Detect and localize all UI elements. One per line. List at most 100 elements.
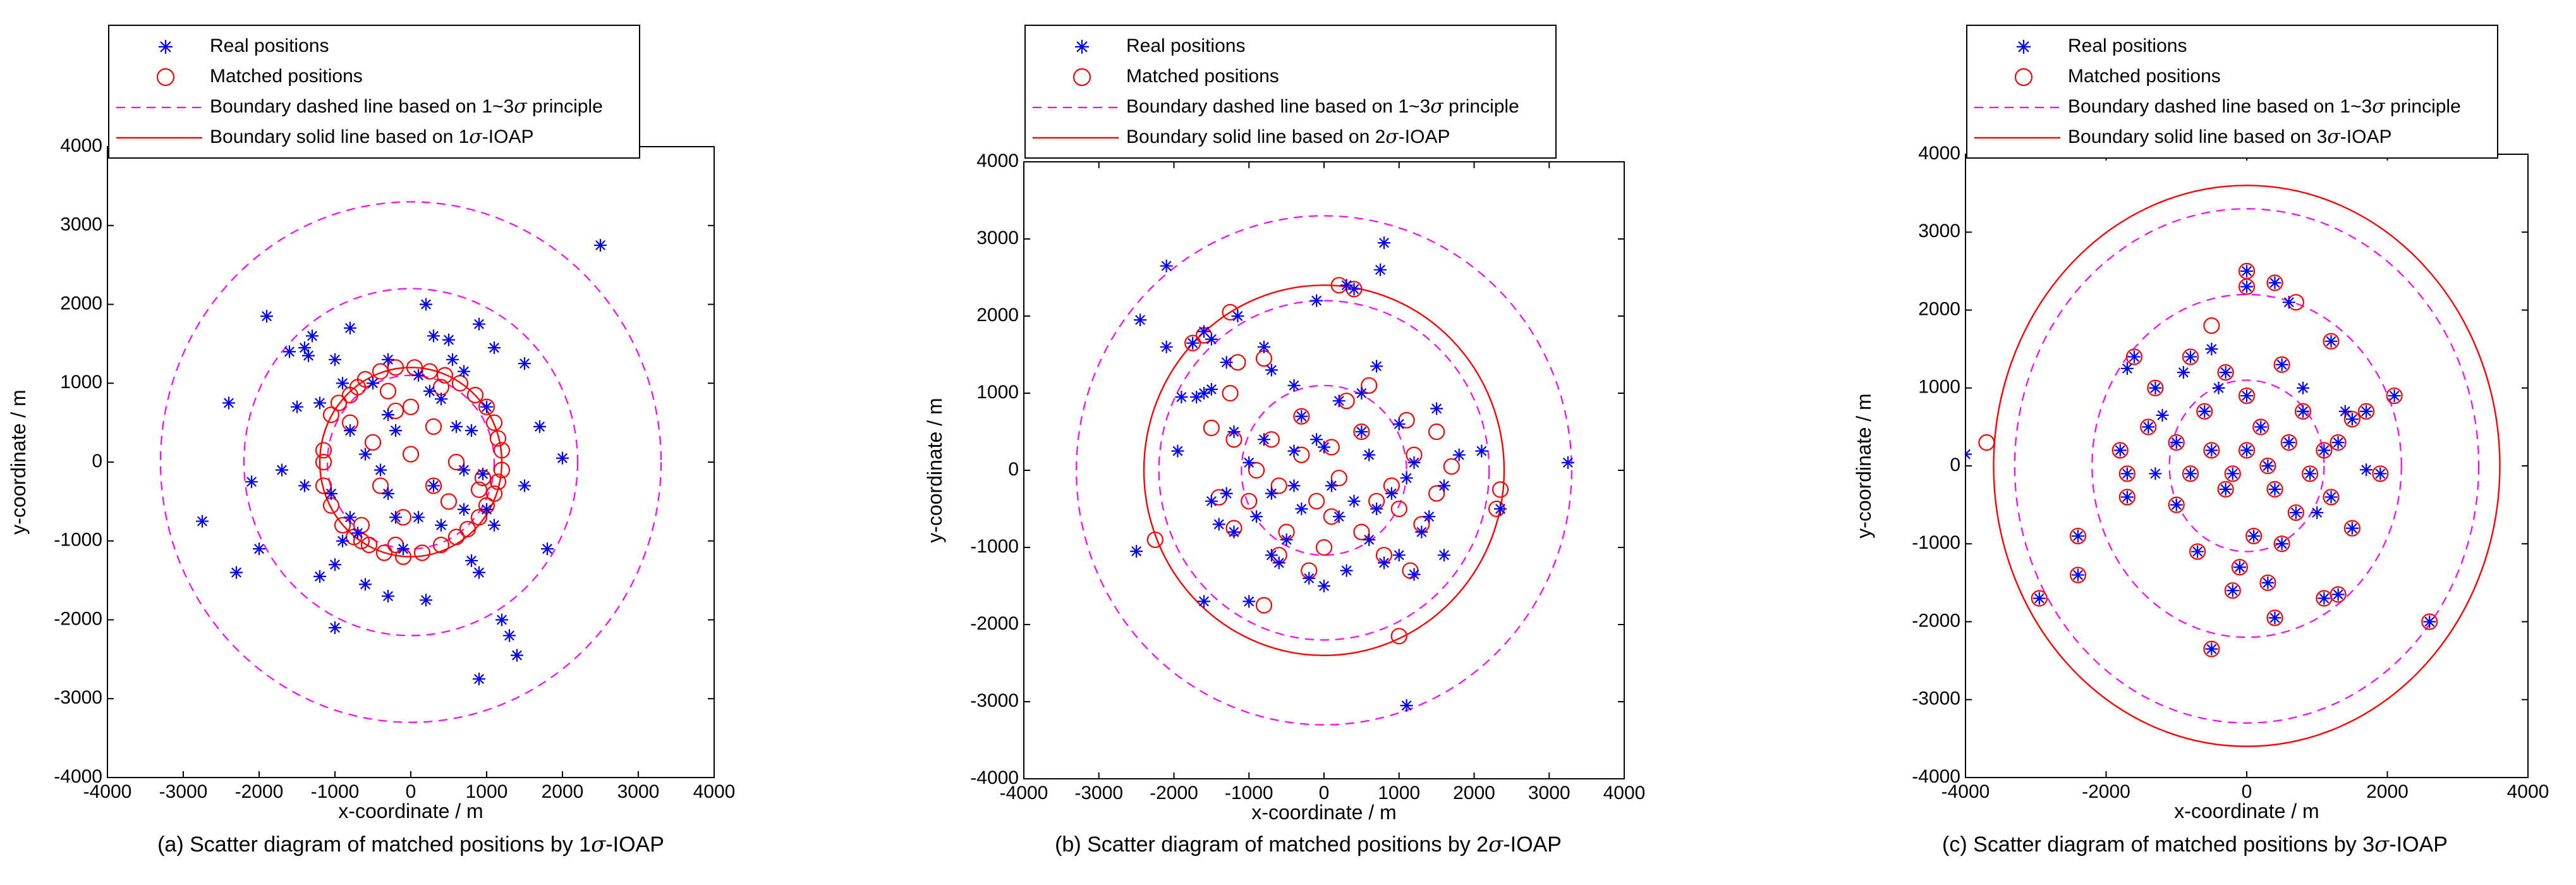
legend-circle-icon bbox=[1072, 68, 1091, 87]
y-tick-label: -2000 bbox=[54, 608, 102, 629]
real-position-42 bbox=[389, 424, 402, 437]
real-position-7 bbox=[1130, 545, 1143, 558]
x-tick-label: -4000 bbox=[1000, 783, 1048, 803]
real-position-45 bbox=[344, 424, 356, 437]
matched-position-6 bbox=[1390, 628, 1407, 645]
matched-position-18 bbox=[2147, 379, 2164, 396]
matched-position-38 bbox=[2294, 403, 2312, 420]
matched-position-22 bbox=[470, 509, 488, 526]
legend-box bbox=[108, 25, 640, 159]
y-tick-label: 1000 bbox=[60, 372, 102, 393]
real-position-57 bbox=[423, 384, 436, 398]
real-position-58 bbox=[1407, 456, 1421, 469]
legend-circle-icon bbox=[156, 68, 175, 87]
matched-position-7 bbox=[372, 363, 389, 380]
matched-position-6 bbox=[2421, 613, 2438, 630]
legend-label-2: Boundary dashed line based on 1~3σ princ… bbox=[1126, 95, 1519, 118]
real-position-62 bbox=[1310, 433, 1323, 446]
real-position-49 bbox=[2226, 467, 2239, 480]
matched-position-33 bbox=[1330, 470, 1347, 487]
real-position-2 bbox=[2072, 568, 2084, 582]
real-position-13 bbox=[2268, 276, 2281, 290]
x-tick-label: 4000 bbox=[693, 781, 736, 802]
real-position-19 bbox=[291, 400, 303, 413]
real-position-12 bbox=[473, 317, 485, 331]
real-position-47 bbox=[1318, 580, 1330, 592]
y-tick-label: 0 bbox=[1950, 455, 1960, 475]
real-position-17 bbox=[1171, 444, 1184, 458]
legend-label-0: Real positions bbox=[1126, 35, 1245, 56]
real-position-27 bbox=[1198, 595, 1210, 608]
real-position-41 bbox=[435, 393, 447, 406]
real-position-50 bbox=[1295, 503, 1308, 515]
real-position-42 bbox=[2219, 482, 2232, 496]
real-position-20 bbox=[2156, 408, 2169, 422]
matched-position-40 bbox=[2238, 387, 2256, 405]
matched-position-15 bbox=[485, 414, 503, 431]
real-position-51 bbox=[397, 542, 410, 556]
real-position-64 bbox=[1250, 510, 1263, 523]
real-position-39 bbox=[1423, 510, 1436, 523]
real-position-61 bbox=[2360, 405, 2373, 418]
x-tick-label: 3000 bbox=[1528, 783, 1571, 803]
real-position-2 bbox=[283, 345, 296, 358]
real-position-9 bbox=[1231, 310, 1244, 322]
real-position-33 bbox=[1318, 441, 1330, 454]
matched-position-16 bbox=[489, 430, 507, 447]
matched-position-46 bbox=[2302, 465, 2319, 482]
chart-panel-a: -4000 -3000 -2000 -1000 0 1000 2000 3000 4000 -40… bbox=[0, 0, 822, 885]
legend-label-3: Boundary solid line based on 1σ-IOAP bbox=[210, 126, 533, 148]
matched-position-25 bbox=[2259, 574, 2276, 591]
matched-position-0 bbox=[1978, 434, 1995, 451]
real-position-57 bbox=[2275, 358, 2288, 371]
matched-position-40 bbox=[1315, 539, 1333, 556]
matched-position-31 bbox=[1308, 492, 1325, 510]
matched-position-15 bbox=[1255, 597, 1273, 614]
matched-position-22 bbox=[2189, 543, 2206, 560]
real-position-18 bbox=[276, 463, 288, 477]
real-position-33 bbox=[503, 629, 516, 642]
real-position-34 bbox=[511, 649, 523, 662]
real-position-69 bbox=[1415, 525, 1428, 539]
real-position-56 bbox=[374, 463, 387, 477]
matched-position-39 bbox=[2196, 403, 2213, 420]
caption-c-prefix: (c) Scatter diagram of matched positions… bbox=[1942, 833, 2375, 857]
matched-position-43 bbox=[353, 516, 370, 534]
real-position-43 bbox=[450, 420, 463, 433]
legend-label-3: Boundary solid line based on 2σ-IOAP bbox=[1126, 126, 1450, 148]
real-position-28 bbox=[2261, 576, 2275, 589]
real-position-26 bbox=[313, 570, 326, 583]
matched-position-23 bbox=[459, 520, 477, 538]
matched-position-37 bbox=[1248, 461, 1265, 479]
dashed-boundary-circle-3 bbox=[2014, 208, 2480, 724]
real-position-40 bbox=[2240, 444, 2253, 457]
real-position-63 bbox=[1370, 503, 1383, 515]
real-position-53 bbox=[2304, 467, 2317, 480]
legend-label-0: Real positions bbox=[210, 35, 329, 56]
y-tick-label: -4000 bbox=[1912, 766, 1960, 787]
caption-a-prefix: (a) Scatter diagram of matched positions… bbox=[157, 833, 592, 857]
real-position-32 bbox=[1287, 444, 1301, 458]
legend: Real positions Matched positions Boundary … bbox=[1024, 25, 1557, 159]
y-tick-label: -3000 bbox=[54, 687, 102, 708]
real-position-22 bbox=[2120, 491, 2134, 504]
matched-position-38 bbox=[402, 446, 420, 463]
plot-marks bbox=[1965, 185, 2501, 747]
matched-position-37 bbox=[425, 418, 442, 435]
real-position-38 bbox=[1438, 479, 1450, 492]
matched-position-8 bbox=[387, 359, 404, 376]
matched-position-53 bbox=[2118, 465, 2136, 482]
real-position-58 bbox=[359, 448, 372, 461]
real-position-13 bbox=[488, 341, 501, 355]
real-position-49 bbox=[1378, 556, 1390, 570]
legend-box bbox=[1024, 25, 1557, 159]
matched-position-33 bbox=[315, 477, 332, 494]
real-position-7 bbox=[329, 353, 341, 366]
dashed-boundary-circle-1 bbox=[1241, 384, 1407, 556]
real-position-21 bbox=[298, 479, 311, 492]
matched-position-44 bbox=[2245, 527, 2263, 545]
real-position-51 bbox=[2247, 529, 2261, 542]
real-position-8 bbox=[1494, 503, 1507, 515]
y-tick-label: 3000 bbox=[1918, 221, 1960, 241]
matched-position-1 bbox=[315, 453, 332, 471]
